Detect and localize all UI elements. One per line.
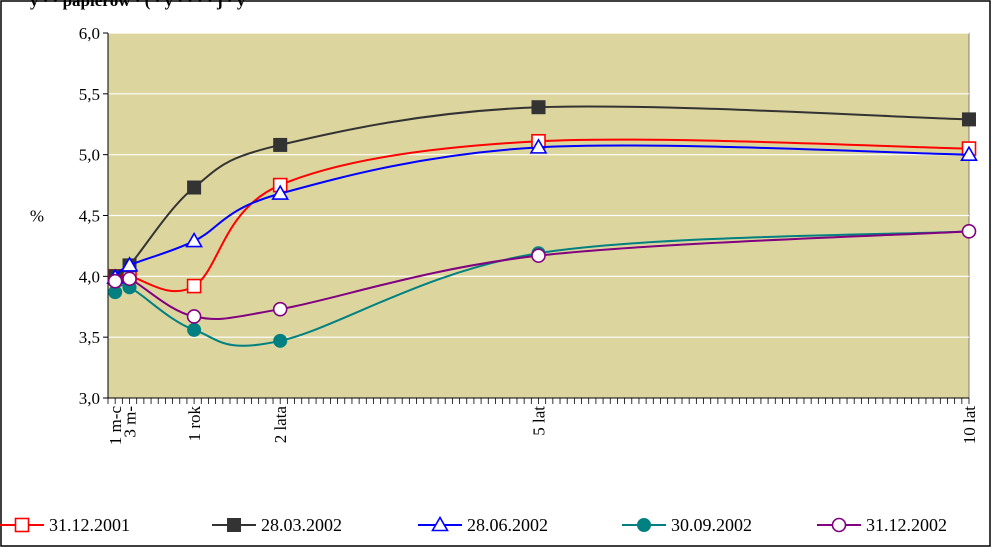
x-tick-label: 1 rok	[185, 406, 204, 442]
x-tick-label: 5 lat	[530, 406, 549, 436]
data-point	[188, 280, 201, 293]
x-tick-label: 2 lata	[271, 406, 290, 444]
data-point	[532, 249, 545, 262]
legend-marker	[638, 519, 651, 532]
y-tick-label: 3,0	[79, 389, 100, 408]
y-tick-label: 5,0	[79, 146, 100, 165]
data-point	[963, 113, 976, 126]
data-point	[963, 225, 976, 238]
legend-marker	[16, 519, 29, 532]
legend-item: 31.12.2001	[0, 515, 130, 535]
data-point	[188, 323, 201, 336]
y-tick-label: 4,0	[79, 267, 100, 286]
data-point	[188, 181, 201, 194]
x-tick-label: 3 m-	[121, 406, 140, 438]
data-point	[123, 272, 136, 285]
data-point	[532, 101, 545, 114]
data-point	[274, 303, 287, 316]
legend-label: 30.09.2002	[671, 515, 752, 535]
legend-marker	[228, 519, 241, 532]
x-tick-label: 10 lat	[960, 406, 979, 445]
data-point	[274, 334, 287, 347]
legend-label: 31.12.2001	[49, 515, 130, 535]
y-tick-label: 4,5	[79, 207, 100, 226]
legend-label: 31.12.2002	[866, 515, 947, 535]
legend-item: 31.12.2002	[817, 515, 947, 535]
y-axis-label: %	[30, 207, 44, 226]
legend-label: 28.03.2002	[261, 515, 342, 535]
legend-item: 30.09.2002	[622, 515, 752, 535]
data-point	[188, 310, 201, 323]
data-point	[274, 138, 287, 151]
legend: 31.12.2001 28.03.2002 28.06.2002 30.09.2002…	[0, 515, 947, 535]
y-tick-label: 5,5	[79, 85, 100, 104]
legend-label: 28.06.2002	[467, 515, 548, 535]
data-point	[109, 275, 122, 288]
y-tick-label: 3,5	[79, 328, 100, 347]
plot-area: 3,03,54,04,55,05,56,0%1 m-c3 m- 1 rok 2 la…	[30, 24, 979, 445]
legend-item: 28.06.2002	[418, 515, 548, 535]
y-tick-label: 6,0	[79, 24, 100, 43]
legend-marker	[833, 519, 846, 532]
legend-item: 28.03.2002	[212, 515, 342, 535]
